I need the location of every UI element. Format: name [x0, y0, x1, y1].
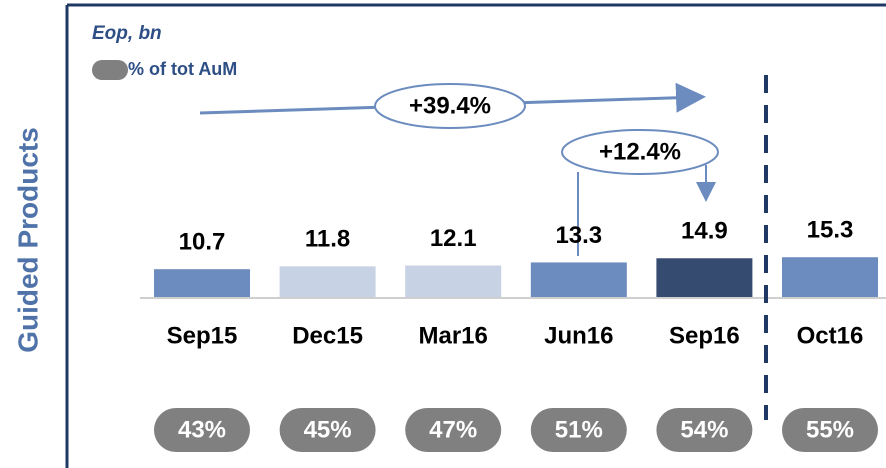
x-tick-label: Mar16	[419, 322, 488, 349]
legend-label: % of tot AuM	[128, 59, 237, 79]
chart-title: Guided Products	[12, 127, 43, 353]
value-label: 10.7	[179, 229, 226, 256]
bar	[279, 266, 376, 297]
legend-swatch	[92, 60, 128, 80]
share-label: 54%	[680, 416, 728, 443]
bar	[405, 265, 502, 297]
share-pill	[656, 408, 753, 452]
share-pill	[279, 408, 376, 452]
bar	[782, 257, 878, 297]
share-pill	[530, 408, 627, 452]
value-label: 13.3	[555, 222, 602, 249]
x-tick-label: Sep15	[167, 322, 238, 349]
bar	[154, 269, 250, 297]
x-tick-label: Oct16	[797, 322, 864, 349]
subtitle: Eop, bn	[92, 23, 162, 44]
value-label: 15.3	[807, 217, 854, 244]
share-label: 47%	[429, 416, 477, 443]
share-pill	[154, 408, 250, 452]
annotation: +12.4%	[599, 138, 681, 165]
share-pill	[405, 408, 502, 452]
annotation-bubble	[374, 83, 526, 129]
annotation-bubble	[561, 129, 719, 175]
annotation: +39.4%	[409, 92, 491, 119]
share-label: 55%	[806, 416, 854, 443]
share-pill	[782, 408, 878, 452]
value-label: 14.9	[681, 218, 728, 245]
share-label: 51%	[555, 416, 603, 443]
bar	[530, 262, 627, 297]
share-label: 43%	[178, 416, 226, 443]
bar	[656, 258, 753, 297]
x-tick-label: Jun16	[544, 322, 613, 349]
share-label: 45%	[304, 416, 352, 443]
value-label: 12.1	[430, 225, 477, 252]
x-tick-label: Sep16	[669, 322, 740, 349]
x-tick-label: Dec15	[292, 322, 363, 349]
value-label: 11.8	[305, 226, 350, 253]
